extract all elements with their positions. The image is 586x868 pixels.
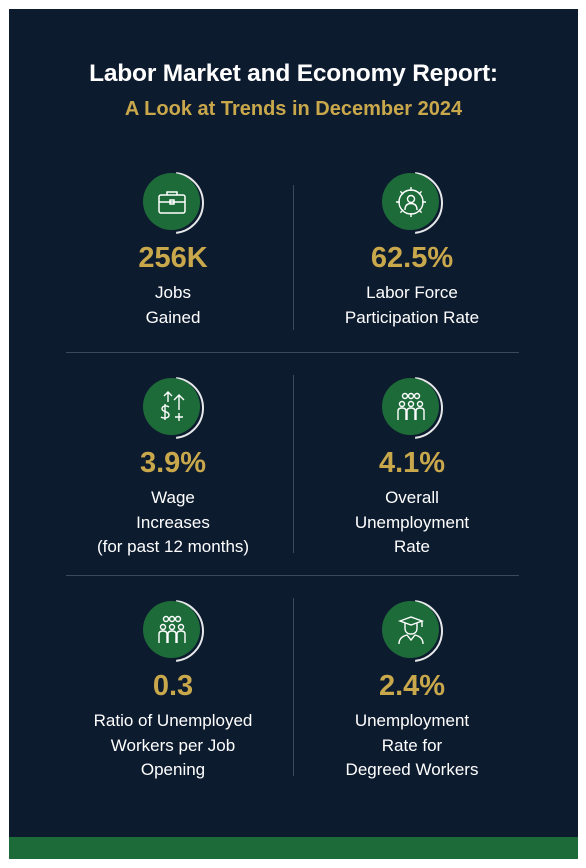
stat-value: 2.4%: [378, 670, 446, 702]
stat-label: Wage Increases (for past 12 months): [96, 488, 250, 556]
group-people-icon: [396, 392, 425, 420]
stat-label: Overall Unemployment Rate: [354, 488, 470, 556]
report-subtitle: A Look at Trends in December 2024: [124, 98, 463, 120]
row-divider-1: [66, 352, 519, 353]
column-divider-1: [293, 185, 294, 330]
footer-bar: [9, 837, 578, 859]
gear-person-icon: [395, 186, 426, 217]
stat-value: 4.1%: [378, 447, 446, 479]
report-title: Labor Market and Economy Report:: [89, 60, 498, 87]
stat-value: 256K: [138, 242, 208, 274]
stat-value: 62.5%: [370, 242, 454, 274]
group-people-icon: [157, 615, 186, 643]
column-divider-2: [293, 375, 294, 553]
dollar-arrows-icon: [160, 390, 184, 421]
stat-label: Ratio of Unemployed Workers per Job Open…: [93, 711, 253, 779]
report-card: Labor Market and Economy Report: A Look …: [9, 9, 578, 859]
stat-label: Jobs Gained: [145, 283, 201, 327]
stat-label: Unemployment Rate for Degreed Workers: [345, 711, 479, 779]
row-divider-2: [66, 575, 519, 576]
stat-value: 0.3: [152, 670, 194, 702]
stat-value: 3.9%: [139, 447, 207, 479]
briefcase-icon: [157, 190, 186, 214]
graduate-icon: [397, 615, 424, 644]
column-divider-3: [293, 598, 294, 776]
stat-label: Labor Force Participation Rate: [344, 283, 480, 327]
